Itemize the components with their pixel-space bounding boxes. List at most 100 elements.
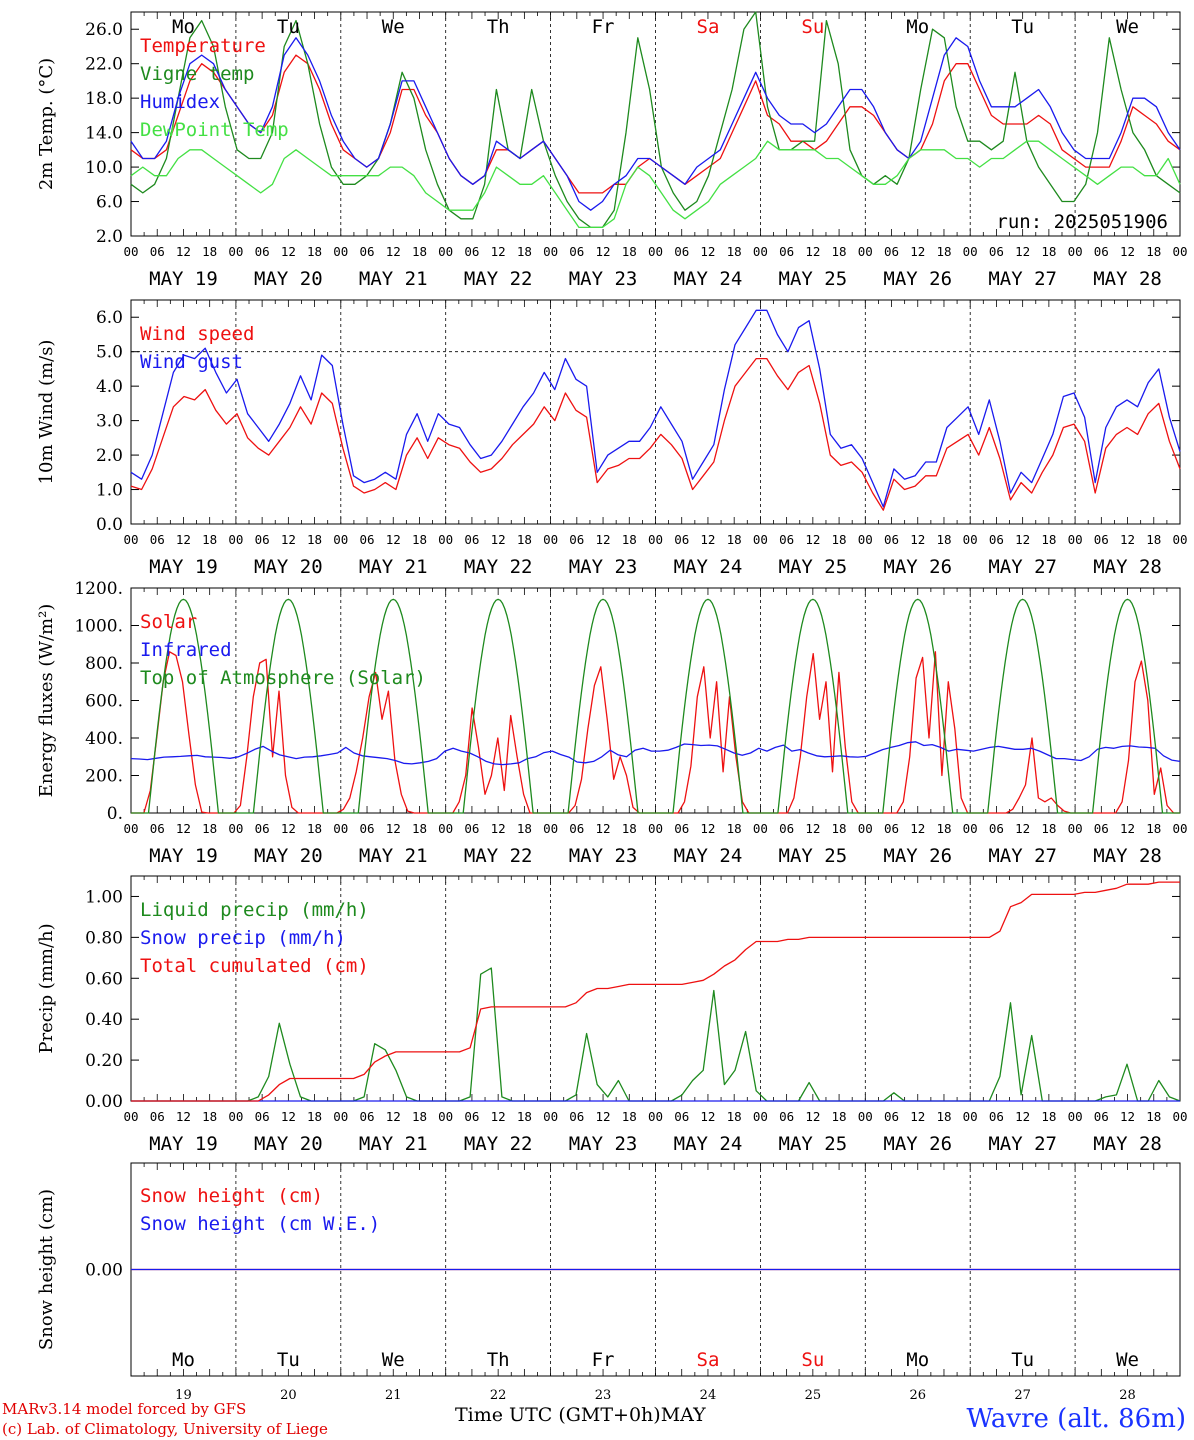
hour-label: 12 <box>910 532 925 547</box>
hour-label: 12 <box>491 1109 506 1124</box>
date-label: MAY 26 <box>883 268 952 290</box>
date-label: MAY 26 <box>883 1133 952 1155</box>
hour-label: 12 <box>176 244 191 259</box>
hour-label: 00 <box>1068 532 1083 547</box>
legend-entry: Snow precip (mm/h) <box>140 927 346 949</box>
hour-label: 00 <box>333 532 348 547</box>
hour-label: 06 <box>989 532 1004 547</box>
hour-label: 18 <box>832 244 847 259</box>
hour-label: 00 <box>438 821 453 836</box>
hour-label: 00 <box>1068 1109 1083 1124</box>
hour-label: 18 <box>622 532 637 547</box>
hour-label: 12 <box>596 244 611 259</box>
weekday-label: We <box>382 16 405 38</box>
y-tick-label: 0.60 <box>85 969 123 989</box>
hour-label: 18 <box>1041 532 1056 547</box>
weekday-label: Mo <box>172 1349 195 1371</box>
hour-label: 06 <box>989 244 1004 259</box>
hour-label: 06 <box>359 532 374 547</box>
y-tick-label: 200. <box>85 767 123 787</box>
day-number: 26 <box>909 1388 926 1403</box>
date-label: MAY 24 <box>674 1133 743 1155</box>
date-label: MAY 19 <box>149 1133 218 1155</box>
hour-label: 06 <box>255 244 270 259</box>
y-tick-label: 1000. <box>74 617 123 637</box>
hour-label: 12 <box>805 532 820 547</box>
date-label: MAY 20 <box>254 556 323 578</box>
hour-label: 06 <box>464 1109 479 1124</box>
xaxis-title: Time UTC (GMT+0h)MAY <box>455 1404 706 1426</box>
hour-label: 18 <box>412 532 427 547</box>
weekday-label: Sa <box>697 1349 720 1371</box>
hour-label: 00 <box>1068 244 1083 259</box>
hour-label: 18 <box>202 821 217 836</box>
hour-label: 12 <box>700 532 715 547</box>
date-label: MAY 20 <box>254 268 323 290</box>
legend-entry: Solar <box>140 611 197 633</box>
hour-label: 12 <box>281 821 296 836</box>
series-line-dewpoint-temp <box>130 140 1181 229</box>
hour-label: 18 <box>307 244 322 259</box>
hour-label: 12 <box>386 821 401 836</box>
hour-label: 12 <box>910 1109 925 1124</box>
hour-label: 18 <box>202 532 217 547</box>
y-tick-label: 6.0 <box>96 193 123 213</box>
hour-label: 12 <box>1120 532 1135 547</box>
hour-label: 06 <box>464 532 479 547</box>
hour-label: 18 <box>517 244 532 259</box>
legend-entry: Snow height (cm W.E.) <box>140 1213 380 1235</box>
weekday-label: Th <box>487 16 510 38</box>
hour-label: 00 <box>228 821 243 836</box>
hour-label: 00 <box>543 821 558 836</box>
model-line: MARv3.14 model forced by GFS <box>2 1400 247 1418</box>
series-line-humidex <box>130 37 1181 211</box>
hour-label: 12 <box>176 532 191 547</box>
date-label: MAY 24 <box>674 268 743 290</box>
day-number: 20 <box>280 1388 297 1403</box>
hour-label: 12 <box>491 821 506 836</box>
hour-label: 18 <box>412 1109 427 1124</box>
hour-label: 00 <box>438 1109 453 1124</box>
weekday-label: Sa <box>697 16 720 38</box>
weekday-label: Fr <box>592 1349 615 1371</box>
hour-label: 06 <box>359 1109 374 1124</box>
y-axis-label: Snow height (cm) <box>36 1189 57 1350</box>
hour-label: 12 <box>386 1109 401 1124</box>
hour-label: 12 <box>1120 1109 1135 1124</box>
y-tick-label: 1200. <box>74 579 123 599</box>
station-name: Wavre (alt. 86m) <box>966 1404 1186 1434</box>
weekday-label: Mo <box>172 16 195 38</box>
hour-label: 12 <box>386 244 401 259</box>
y-tick-label: 0. <box>107 804 123 824</box>
hour-label: 18 <box>412 821 427 836</box>
weekday-label: Tu <box>1011 16 1034 38</box>
weekday-label: Tu <box>277 1349 300 1371</box>
hour-label: 00 <box>123 821 138 836</box>
weekday-label: Tu <box>1011 1349 1034 1371</box>
day-number: 28 <box>1119 1388 1136 1403</box>
y-tick-label: 4.0 <box>96 377 123 397</box>
day-number: 25 <box>805 1388 822 1403</box>
date-label: MAY 27 <box>988 268 1057 290</box>
hour-label: 12 <box>491 532 506 547</box>
hour-label: 00 <box>648 1109 663 1124</box>
hour-label: 00 <box>123 1109 138 1124</box>
hour-label: 00 <box>648 821 663 836</box>
y-tick-label: 2.0 <box>96 446 123 466</box>
hour-label: 06 <box>150 244 165 259</box>
date-labels: MAY 19 MAY 20 MAY 21 MAY 22 MAY 23 MAY 24 MAY … <box>149 556 1162 578</box>
hour-label: 06 <box>779 821 794 836</box>
weekday-label: Su <box>801 1349 824 1371</box>
y-tick-label: 1.0 <box>96 481 123 501</box>
plot-frame <box>130 587 1181 814</box>
hour-label: 00 <box>438 532 453 547</box>
legend-entry: Wind gust <box>140 351 243 373</box>
date-label: MAY 21 <box>359 556 428 578</box>
hour-label: 06 <box>1094 821 1109 836</box>
hour-label: 00 <box>123 532 138 547</box>
y-tick-label: 0.00 <box>85 1261 123 1281</box>
y-tick-label: 14.0 <box>85 124 123 144</box>
hour-ticks <box>130 300 1181 524</box>
hour-label: 00 <box>753 821 768 836</box>
date-label: MAY 28 <box>1093 1133 1162 1155</box>
